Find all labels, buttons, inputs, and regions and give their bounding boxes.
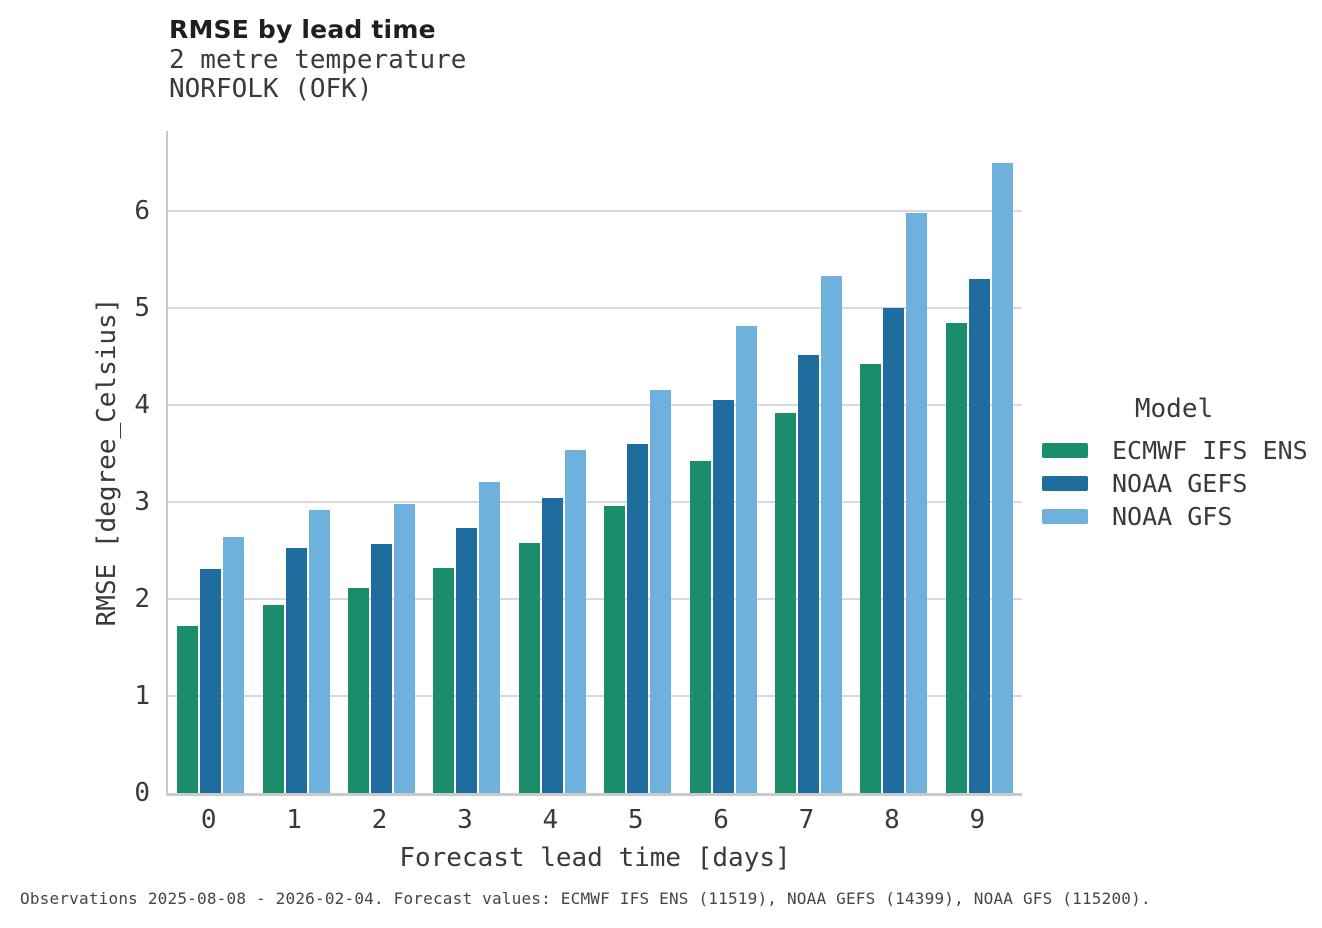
bar-noaa-gefs-lead-1 [285,547,307,793]
legend-entry-noaa-gfs: NOAA GFS [1042,500,1306,533]
legend-entry-ecmwf-ifs-ens: ECMWF IFS ENS [1042,434,1308,467]
bar-noaa-gefs-lead-0 [200,569,222,793]
bar-ecmwf-ifs-ens-lead-3 [433,568,455,793]
footer-caption: Observations 2025-08-08 - 2026-02-04. Fo… [20,889,1151,908]
legend-label-ecmwf-ifs-ens: ECMWF IFS ENS [1112,436,1308,465]
gridline-y2 [168,598,1022,601]
chart-subtitle-variable: 2 metre temperature [169,45,467,75]
bar-ecmwf-ifs-ens-lead-1 [262,604,284,793]
y-tick-label-2: 2 [134,584,150,615]
bar-noaa-gefs-lead-8 [883,308,905,793]
y-tick-label-0: 0 [134,778,150,808]
title-block: RMSE by lead time 2 metre temperature NO… [169,13,466,104]
bar-noaa-gefs-lead-7 [798,354,819,793]
x-tick-label-3: 3 [457,805,473,835]
bar-noaa-gfs-lead-1 [308,509,330,793]
bar-ecmwf-ifs-ens-lead-5 [604,506,626,793]
gridline-y4 [168,404,1022,407]
plot-area [166,131,1022,796]
bar-noaa-gfs-lead-5 [650,389,672,793]
chart-subtitle-station: NORFOLK (OFK) [169,74,373,104]
bar-noaa-gfs-lead-0 [223,537,245,793]
y-tick-label-3: 3 [134,487,150,518]
bar-ecmwf-ifs-ens-lead-6 [689,460,711,793]
bar-noaa-gefs-lead-3 [456,528,478,793]
legend-entry-noaa-gefs: NOAA GEFS [1042,467,1306,500]
y-tick-label-6: 6 [134,196,150,227]
bar-ecmwf-ifs-ens-lead-4 [518,542,540,793]
legend-entries: ECMWF IFS ENS NOAA GEFS NOAA GFS [1042,434,1308,533]
y-tick-label-4: 4 [134,390,150,421]
legend-swatch-noaa-gefs [1042,476,1088,491]
x-tick-label-2: 2 [371,805,388,835]
x-tick-label-6: 6 [713,805,729,835]
bar-noaa-gefs-lead-6 [712,400,734,793]
x-tick-label-5: 5 [627,805,644,835]
legend-swatch-ecmwf-ifs-ens [1042,443,1088,458]
y-tick-label-5: 5 [134,293,150,324]
bar-ecmwf-ifs-ens-lead-2 [348,587,369,793]
legend-label-noaa-gfs: NOAA GFS [1112,502,1233,531]
x-tick-label-4: 4 [542,805,559,835]
bar-noaa-gfs-lead-6 [735,325,757,793]
legend-swatch-noaa-gfs [1042,509,1088,524]
chart-title: RMSE by lead time [169,15,436,44]
gridline-y1 [168,695,1022,698]
bar-ecmwf-ifs-ens-lead-0 [177,626,199,793]
legend: Model ECMWF IFS ENS NOAA GEFS NOAA GFS [1042,394,1308,533]
x-axis-label: Forecast lead time [days] [399,843,791,873]
bar-ecmwf-ifs-ens-lead-8 [860,363,882,793]
bar-noaa-gfs-lead-7 [821,276,842,793]
bar-noaa-gefs-lead-4 [541,498,563,793]
x-tick-label-0: 0 [200,805,217,835]
bar-noaa-gefs-lead-9 [968,279,990,793]
bar-noaa-gfs-lead-2 [394,504,415,793]
bar-noaa-gfs-lead-3 [479,481,501,793]
bar-noaa-gefs-lead-2 [371,543,392,793]
x-tick-label-1: 1 [286,805,302,835]
y-axis-label: RMSE [degree_Celsius] [92,297,122,627]
bar-noaa-gfs-lead-8 [906,213,928,793]
gridline-y6 [168,210,1022,213]
gridline-y3 [168,501,1022,504]
legend-title: Model [1134,394,1214,424]
bar-ecmwf-ifs-ens-lead-7 [775,413,796,793]
bar-ecmwf-ifs-ens-lead-9 [945,322,967,793]
bar-noaa-gfs-lead-9 [991,163,1013,793]
x-tick-label-9: 9 [969,805,986,835]
gridline-y5 [168,307,1022,310]
bar-noaa-gfs-lead-4 [564,449,586,793]
bar-noaa-gefs-lead-5 [627,444,649,793]
legend-label-noaa-gefs: NOAA GEFS [1112,469,1248,498]
x-tick-label-7: 7 [798,805,815,835]
y-tick-label-1: 1 [134,681,150,712]
x-tick-label-8: 8 [884,805,900,835]
